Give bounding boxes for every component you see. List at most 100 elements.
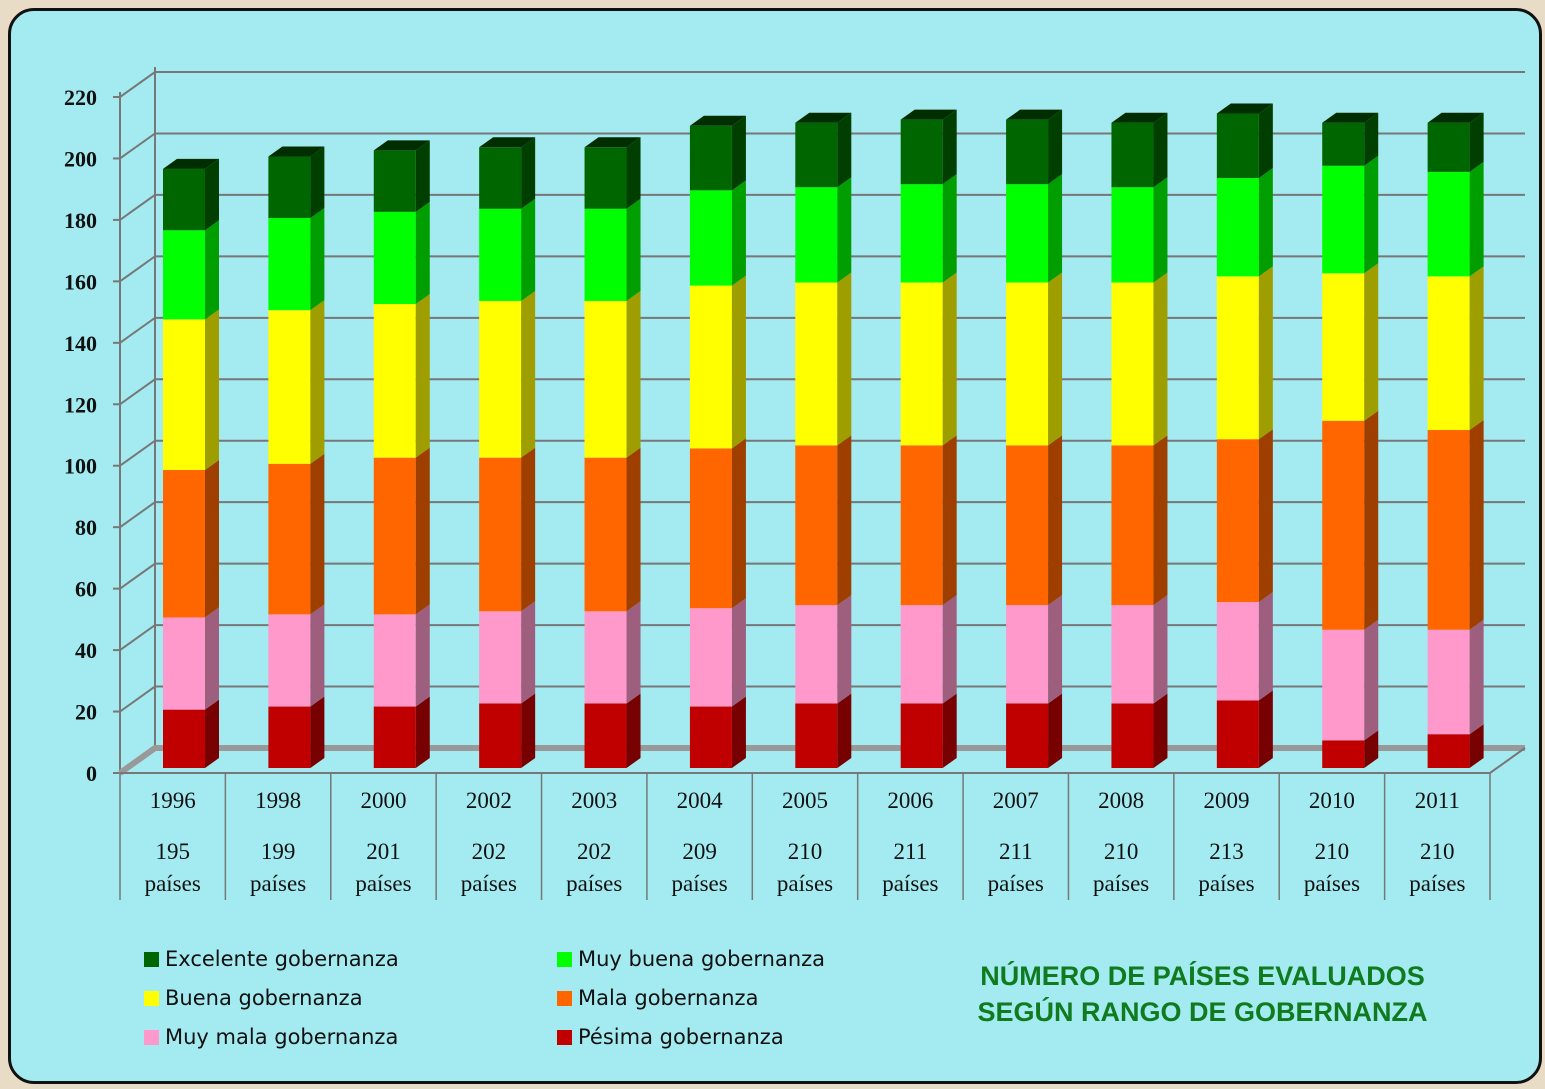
x-tick-label: 2000	[360, 788, 407, 813]
bar	[1111, 187, 1154, 283]
bar	[268, 156, 311, 218]
y-tick-label: 100	[64, 454, 97, 479]
bar	[479, 300, 522, 458]
bar	[795, 703, 838, 768]
x-tick-label: 2003	[571, 788, 618, 813]
y-tick-label: 20	[75, 700, 97, 725]
bar	[1322, 420, 1365, 630]
bar-side	[1153, 693, 1168, 768]
bar-side	[626, 137, 641, 209]
bar-side	[1048, 272, 1063, 446]
bar	[900, 282, 943, 446]
bar	[1427, 629, 1470, 735]
bar-side	[837, 177, 852, 283]
bar	[689, 706, 732, 768]
bar	[795, 122, 838, 188]
bar	[163, 230, 205, 320]
x-sublabel: 211 países	[882, 839, 939, 896]
x-sublabel: 210 países	[1409, 839, 1466, 896]
x-tick-label: 2009	[1203, 788, 1250, 813]
bar-side	[205, 220, 219, 320]
legend-label: Pésima gobernanza	[578, 1025, 784, 1049]
bar-top	[900, 109, 957, 120]
bar-side	[1364, 410, 1379, 630]
bar	[1427, 122, 1470, 172]
bar-side	[1153, 272, 1168, 446]
bar	[163, 168, 205, 231]
bar	[268, 706, 311, 768]
x-tick-label: 2010	[1308, 788, 1355, 813]
bar-side	[731, 696, 746, 768]
bar-side	[1364, 263, 1379, 421]
x-sublabel: 209 países	[671, 839, 728, 896]
bar	[1322, 629, 1365, 741]
grid-line	[119, 562, 1525, 590]
bar-side	[1153, 177, 1168, 283]
bar-top	[479, 137, 536, 148]
bar-side	[310, 146, 325, 218]
grid-line	[119, 501, 1525, 528]
grid-line	[119, 624, 1525, 651]
x-tick-label: 2005	[782, 788, 828, 813]
grid-line	[119, 685, 1525, 713]
bar	[900, 605, 943, 704]
bar-side	[415, 447, 430, 615]
bar	[479, 208, 522, 301]
bar-side	[837, 272, 852, 446]
bar	[373, 706, 416, 768]
bar	[479, 703, 522, 768]
bar	[1111, 445, 1154, 606]
bar-side	[942, 272, 957, 446]
y-tick-label: 200	[64, 146, 97, 171]
bar	[689, 285, 732, 449]
legend-swatch	[144, 991, 159, 1006]
bar	[1006, 445, 1049, 606]
bar	[900, 445, 943, 606]
bar	[689, 608, 732, 707]
x-sublabel: 211 países	[987, 839, 1044, 896]
bar	[163, 709, 205, 768]
bar	[1427, 734, 1470, 768]
bar-side	[310, 696, 325, 768]
bar-side	[205, 158, 219, 231]
bar-side	[1258, 429, 1273, 603]
bar-side	[1364, 619, 1379, 741]
x-sublabel: 195 países	[144, 839, 201, 896]
grid-line	[119, 255, 1525, 283]
bar-side	[310, 300, 325, 464]
bar	[689, 125, 732, 191]
grid-line	[119, 71, 1525, 98]
bar-side	[1258, 266, 1273, 440]
bar	[373, 457, 416, 615]
panel	[8, 8, 1542, 1084]
bar	[1006, 119, 1049, 185]
bar-top	[163, 158, 219, 169]
bar-side	[1048, 435, 1063, 606]
bar-side	[1153, 435, 1168, 606]
bar-top	[268, 146, 325, 157]
bar	[479, 611, 522, 704]
bar-top	[1427, 112, 1484, 123]
legend-label: Mala gobernanza	[578, 986, 759, 1010]
bar-side	[415, 604, 430, 707]
x-sublabel: 213 países	[1198, 839, 1255, 896]
bar	[1111, 703, 1154, 768]
y-tick-label: 180	[64, 208, 97, 233]
bar-side	[626, 693, 641, 768]
bar-side	[626, 290, 641, 458]
bar-side	[1258, 690, 1273, 768]
bar-side	[731, 275, 746, 449]
bar	[1322, 273, 1365, 421]
x-tick-label: 2006	[887, 788, 934, 813]
bar-side	[942, 435, 957, 606]
bar	[373, 304, 416, 458]
x-tick-label: 2007	[992, 788, 1039, 813]
bar-top	[1006, 109, 1063, 120]
bar-side	[1469, 112, 1484, 172]
bar-side	[1364, 112, 1379, 166]
bar-side	[1153, 595, 1168, 704]
bar-side	[521, 137, 536, 209]
bar	[689, 190, 732, 286]
legend-label: Muy mala gobernanza	[165, 1025, 399, 1049]
x-tick-label: 2008	[1098, 788, 1145, 813]
